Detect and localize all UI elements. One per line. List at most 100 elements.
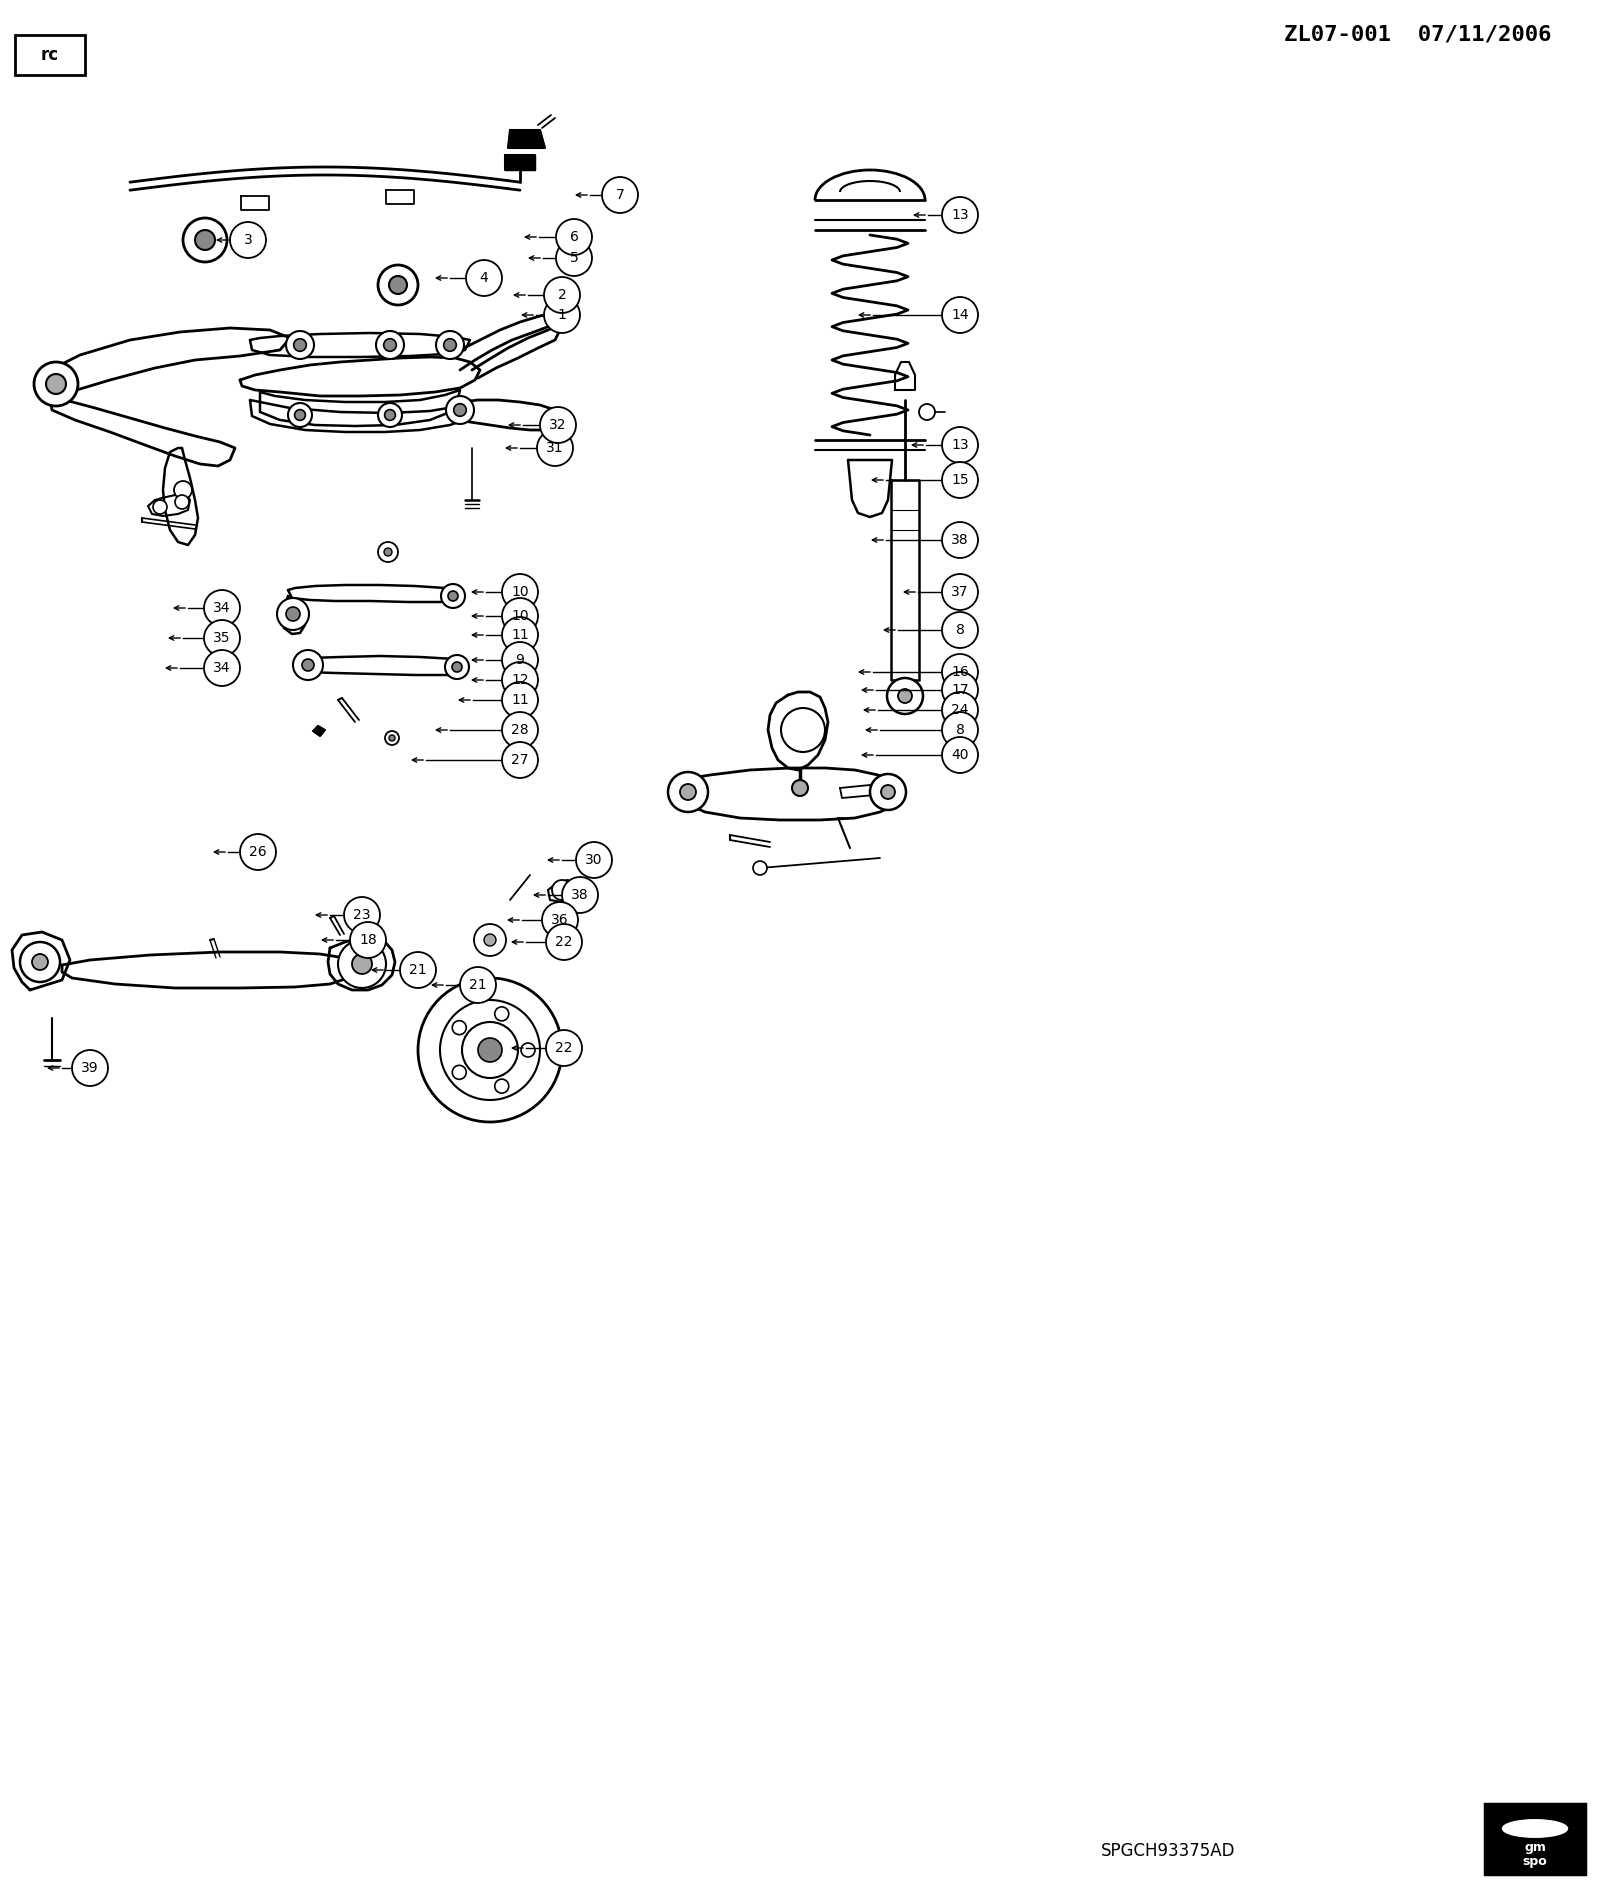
Text: 8: 8 — [955, 623, 965, 637]
Circle shape — [544, 297, 579, 332]
Text: 21: 21 — [410, 963, 427, 977]
Circle shape — [344, 897, 381, 933]
Circle shape — [352, 954, 371, 975]
Circle shape — [792, 780, 808, 795]
Text: 27: 27 — [512, 754, 528, 767]
Text: 5: 5 — [570, 251, 578, 264]
Text: 32: 32 — [549, 417, 566, 433]
Text: rc: rc — [42, 45, 59, 64]
Circle shape — [443, 338, 456, 351]
Circle shape — [400, 952, 435, 988]
Circle shape — [494, 1079, 509, 1094]
Circle shape — [557, 240, 592, 276]
Circle shape — [195, 230, 214, 249]
Text: 10: 10 — [510, 608, 530, 623]
Circle shape — [442, 584, 466, 608]
Circle shape — [538, 431, 573, 467]
Text: 13: 13 — [950, 438, 970, 451]
Circle shape — [286, 606, 301, 621]
Circle shape — [942, 612, 978, 648]
Text: 39: 39 — [82, 1062, 99, 1075]
Circle shape — [386, 731, 398, 744]
Text: 2: 2 — [558, 287, 566, 302]
Text: 26: 26 — [250, 844, 267, 859]
Circle shape — [454, 404, 466, 416]
Polygon shape — [506, 155, 534, 170]
Text: 21: 21 — [469, 979, 486, 992]
Circle shape — [562, 876, 598, 912]
Circle shape — [942, 297, 978, 332]
Circle shape — [453, 1020, 466, 1035]
Circle shape — [502, 712, 538, 748]
Circle shape — [277, 599, 309, 631]
Circle shape — [384, 410, 395, 421]
Circle shape — [376, 331, 403, 359]
Circle shape — [389, 735, 395, 740]
Text: 1: 1 — [557, 308, 566, 321]
Text: 34: 34 — [213, 661, 230, 674]
Circle shape — [453, 1065, 466, 1079]
Circle shape — [440, 999, 541, 1099]
Circle shape — [502, 618, 538, 654]
Circle shape — [466, 261, 502, 297]
Circle shape — [205, 620, 240, 655]
Circle shape — [942, 196, 978, 232]
Circle shape — [174, 495, 189, 508]
Circle shape — [32, 954, 48, 969]
Text: 22: 22 — [555, 1041, 573, 1054]
Circle shape — [461, 967, 496, 1003]
Circle shape — [502, 599, 538, 635]
Circle shape — [522, 1043, 534, 1058]
Text: 38: 38 — [571, 888, 589, 903]
Text: gm
spo: gm spo — [1523, 1842, 1547, 1868]
Text: 7: 7 — [616, 189, 624, 202]
Text: 28: 28 — [510, 723, 530, 737]
Text: ZL07-001  07/11/2006: ZL07-001 07/11/2006 — [1285, 25, 1552, 45]
Circle shape — [886, 678, 923, 714]
Circle shape — [483, 933, 496, 946]
Text: 17: 17 — [950, 684, 970, 697]
Circle shape — [942, 654, 978, 689]
Circle shape — [502, 661, 538, 699]
Circle shape — [240, 835, 277, 871]
Text: 38: 38 — [950, 533, 970, 548]
Circle shape — [478, 1037, 502, 1062]
Circle shape — [19, 943, 61, 982]
Circle shape — [502, 742, 538, 778]
Text: 30: 30 — [586, 854, 603, 867]
Circle shape — [294, 338, 306, 351]
Circle shape — [602, 178, 638, 213]
Text: SPGCH93375AD: SPGCH93375AD — [1101, 1842, 1235, 1861]
Circle shape — [544, 278, 579, 314]
Text: 22: 22 — [555, 935, 573, 948]
Circle shape — [384, 338, 397, 351]
Polygon shape — [314, 725, 325, 737]
Text: 23: 23 — [354, 909, 371, 922]
Polygon shape — [509, 130, 546, 147]
Ellipse shape — [1502, 1819, 1568, 1838]
Circle shape — [898, 689, 912, 703]
Circle shape — [494, 1007, 509, 1020]
Text: 16: 16 — [950, 665, 970, 678]
Text: 12: 12 — [510, 672, 530, 688]
Circle shape — [870, 774, 906, 810]
Circle shape — [942, 574, 978, 610]
Circle shape — [502, 682, 538, 718]
Circle shape — [669, 773, 707, 812]
Circle shape — [502, 574, 538, 610]
Circle shape — [34, 363, 78, 406]
Circle shape — [942, 427, 978, 463]
Text: 14: 14 — [950, 308, 970, 321]
Circle shape — [378, 264, 418, 304]
Circle shape — [350, 922, 386, 958]
Text: 37: 37 — [952, 586, 968, 599]
Circle shape — [293, 650, 323, 680]
Circle shape — [680, 784, 696, 801]
Circle shape — [182, 217, 227, 263]
Circle shape — [942, 672, 978, 708]
Circle shape — [453, 661, 462, 672]
Circle shape — [435, 331, 464, 359]
Circle shape — [942, 737, 978, 773]
Circle shape — [474, 924, 506, 956]
Circle shape — [302, 659, 314, 671]
